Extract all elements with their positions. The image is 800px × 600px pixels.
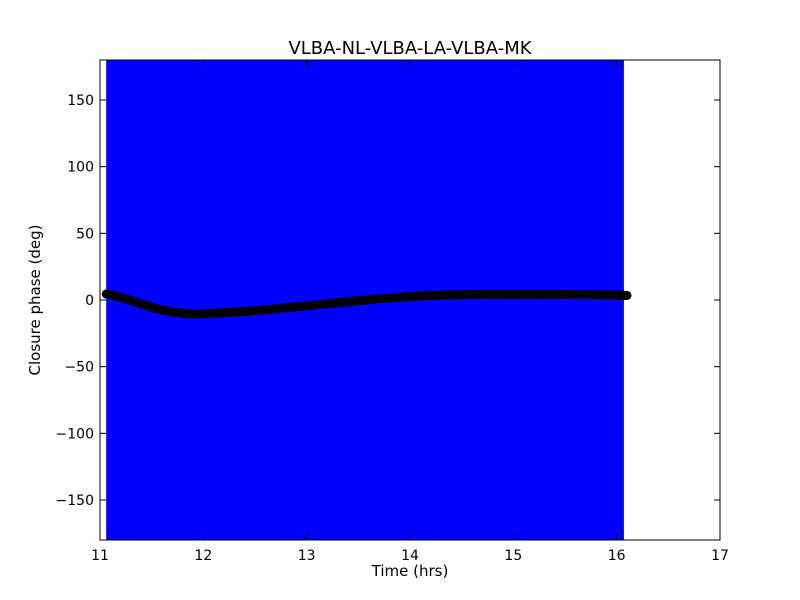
y-tick-label: −50 — [64, 360, 94, 376]
y-tick-label: −100 — [56, 426, 94, 442]
y-axis-label: Closure phase (deg) — [26, 225, 44, 376]
plot-frame — [99, 59, 721, 541]
x-tick-label: 14 — [401, 548, 419, 564]
chart-title: VLBA-NL-VLBA-LA-VLBA-MK — [288, 38, 532, 59]
x-tick-label: 13 — [298, 548, 316, 564]
x-tick-label: 16 — [608, 548, 626, 564]
y-tick-label: 100 — [67, 160, 94, 176]
x-tick-label: 17 — [711, 548, 729, 564]
x-tick-label: 15 — [504, 548, 522, 564]
y-tick-label: 50 — [76, 226, 94, 242]
y-tick-label: 150 — [67, 93, 94, 109]
y-axis: −150 −100 −50 0 50 100 150 — [56, 93, 720, 509]
plot-area — [101, 60, 632, 540]
y-tick-label: 0 — [85, 293, 94, 309]
series-trace — [102, 289, 632, 319]
y-tick-label: −150 — [56, 493, 94, 509]
x-tick-label: 12 — [194, 548, 212, 564]
data-point — [622, 290, 632, 300]
x-axis-label: Time (hrs) — [371, 562, 449, 580]
x-axis: 11 12 13 14 15 16 17 — [91, 60, 729, 564]
x-tick-label: 11 — [91, 548, 109, 564]
